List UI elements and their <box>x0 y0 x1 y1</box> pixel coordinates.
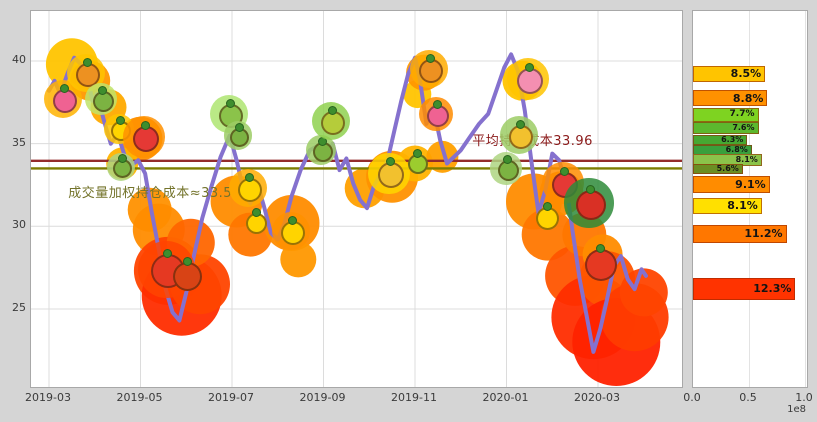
distribution-bar: 7.7% <box>693 107 759 122</box>
distribution-bar: 7.6% <box>693 122 759 135</box>
distribution-bar-label: 8.5% <box>730 67 762 81</box>
dist-x-tick-label: 0.5 <box>739 391 757 404</box>
annotation-layer: 平均持仓成本33.96 成交量加权持仓成本≈33.5 <box>31 11 682 387</box>
distribution-panel: 8.5% 8.8% 7.7% 7.6% 6.3% 6.8% 8.1% 5.6% 9.1% 8.1%… <box>692 10 808 388</box>
x-tick-label: 2019-03 <box>25 391 71 404</box>
price-line <box>47 52 648 354</box>
distribution-bar-label: 8.8% <box>732 91 764 105</box>
volume-bubble <box>426 140 459 173</box>
x-tick-label: 2020-03 <box>574 391 620 404</box>
x-tick-label: 2019-05 <box>116 391 163 404</box>
distribution-bar: 6.3% <box>693 134 748 145</box>
x-tick-label: 2020-01 <box>482 391 529 404</box>
distribution-bar-label: 8.1% <box>735 154 758 164</box>
y-tick-label: 35 <box>12 135 26 149</box>
x-tick-label: 2019-11 <box>391 391 437 404</box>
distribution-bar-label: 9.1% <box>735 177 766 191</box>
gridline-vertical <box>805 11 806 387</box>
price-chart-panel: 平均持仓成本33.96 成交量加权持仓成本≈33.5 <box>30 10 683 388</box>
y-tick-label: 30 <box>12 218 26 232</box>
x-tick-label: 2019-07 <box>208 391 254 404</box>
distribution-bar: 11.2% <box>693 224 787 243</box>
volume-bubble <box>619 268 668 317</box>
dist-x-tick-label: 1.0 <box>795 391 813 404</box>
distribution-bar-label: 5.6% <box>716 164 739 174</box>
volume-bubble <box>521 208 574 261</box>
distribution-bar: 8.8% <box>693 90 768 107</box>
distribution-bar: 9.1% <box>693 175 770 193</box>
distribution-bar-label: 6.3% <box>721 134 744 144</box>
x-tick-label: 2019-09 <box>299 391 346 404</box>
distribution-bar-label: 8.1% <box>727 199 758 213</box>
volume-bubble <box>280 241 317 278</box>
y-tick-label: 25 <box>12 300 26 314</box>
dist-x-tick-label: 0.0 <box>683 391 701 404</box>
distribution-bar-label: 12.3% <box>753 282 792 295</box>
distribution-bar: 8.1% <box>693 197 762 214</box>
distribution-bar-label: 7.7% <box>729 109 755 120</box>
distribution-bar: 12.3% <box>693 277 796 300</box>
distribution-bar: 5.6% <box>693 164 743 175</box>
cost-line-label: 成交量加权持仓成本≈33.5 <box>68 185 233 201</box>
distribution-bar-label: 7.6% <box>732 123 755 133</box>
y-tick-label: 40 <box>12 53 26 66</box>
distribution-bar: 8.5% <box>693 65 766 82</box>
distribution-bar-label: 11.2% <box>744 227 783 241</box>
distribution-bar-label: 6.8% <box>725 144 748 154</box>
cost-line-label: 平均持仓成本33.96 <box>472 134 593 150</box>
axis-scale-label: 1e8 <box>787 404 806 415</box>
